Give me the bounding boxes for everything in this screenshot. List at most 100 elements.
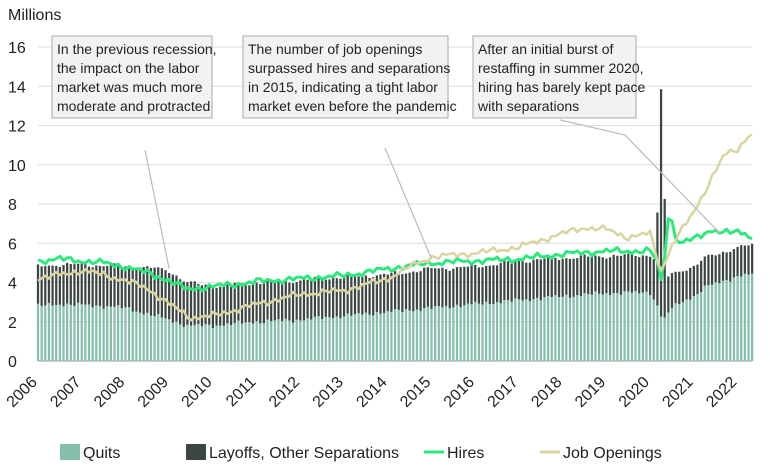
quits-bar — [605, 293, 608, 361]
layoffs-bar — [215, 288, 218, 326]
quits-bar — [539, 300, 542, 361]
layoffs-bar — [157, 267, 160, 315]
quits-bar — [149, 315, 153, 361]
quits-bar — [346, 313, 349, 361]
layoffs-bar — [270, 279, 273, 322]
layoffs-bar — [47, 265, 51, 303]
layoffs-bar — [485, 266, 488, 302]
layoffs-bar — [601, 257, 604, 295]
quits-bar — [153, 316, 156, 361]
quits-bar — [200, 326, 204, 361]
layoffs-bar — [506, 261, 510, 301]
quits-bar — [113, 306, 116, 361]
quits-bar — [419, 310, 422, 361]
quits-bar — [248, 322, 251, 361]
quits-bar — [124, 307, 127, 361]
quits-bar — [310, 319, 313, 361]
quits-bar — [412, 311, 415, 361]
quits-bar — [197, 324, 200, 361]
layoffs-bar — [448, 270, 451, 309]
layoffs-bar — [393, 271, 397, 310]
layoffs-bar — [313, 276, 317, 317]
quits-bar — [499, 303, 502, 361]
layoffs-bar — [616, 255, 619, 294]
quits-bar — [710, 284, 714, 361]
layoffs-bar — [517, 260, 521, 300]
annotation-line: restaffing in summer 2020, — [478, 60, 644, 76]
layoffs-bar — [590, 256, 593, 295]
layoffs-bar — [725, 252, 728, 281]
layoffs-bar — [576, 258, 579, 296]
quits-bar — [485, 301, 488, 361]
layoffs-bar — [532, 259, 535, 300]
layoffs-bar — [342, 275, 346, 317]
x-tick-label: 2007 — [47, 374, 84, 411]
layoffs-bar — [219, 286, 222, 326]
quits-bar — [178, 324, 182, 361]
quits-bar — [69, 304, 72, 361]
quits-bar — [251, 323, 255, 361]
quits-bar — [350, 315, 353, 361]
layoffs-bar — [124, 266, 127, 308]
annotation-line: surpassed hires and separations — [248, 60, 450, 76]
layoffs-bar — [171, 274, 174, 323]
y-tick-label: 14 — [8, 79, 26, 96]
legend-label: Hires — [447, 445, 484, 462]
quits-bar — [729, 281, 732, 361]
quits-bar — [700, 292, 703, 361]
layoffs-bar — [240, 283, 244, 324]
quits-bar — [481, 304, 484, 361]
quits-bar — [401, 312, 404, 361]
quits-bar — [255, 321, 258, 361]
layoffs-bar — [718, 254, 721, 284]
quits-bar — [226, 323, 229, 361]
quits-bar — [379, 313, 382, 361]
layoffs-bar — [244, 284, 247, 323]
quits-bar — [219, 325, 222, 361]
quits-bar — [91, 307, 94, 361]
quits-bar — [58, 304, 61, 361]
legend-label: Quits — [83, 445, 120, 462]
layoffs-bar — [106, 265, 109, 307]
layoffs-bar — [495, 265, 499, 303]
legend-label: Layoffs, Other Separations — [209, 445, 399, 462]
quits-bar — [546, 296, 550, 361]
quits-bar — [328, 317, 331, 361]
quits-bar — [619, 294, 623, 361]
layoffs-bar — [87, 266, 91, 305]
quits-bar — [335, 316, 338, 361]
line-series-layer — [37, 133, 753, 322]
layoffs-bar — [539, 259, 542, 301]
layoffs-bar — [732, 249, 736, 278]
layoffs-bar — [670, 273, 674, 309]
quits-bar — [84, 304, 87, 361]
quits-bar — [528, 301, 532, 361]
layoffs-bar — [368, 278, 371, 315]
layoffs-bar — [710, 254, 714, 285]
quits-bar — [645, 291, 648, 361]
quits-bar — [488, 303, 491, 361]
layoffs-bar — [339, 278, 342, 319]
layoffs-bar — [193, 281, 196, 326]
layoffs-bar — [332, 277, 335, 319]
quits-bar — [361, 314, 364, 361]
quits-bar — [594, 291, 597, 361]
layoffs-bar — [729, 251, 732, 282]
layoffs-bar — [707, 254, 710, 286]
quits-bar — [390, 311, 393, 361]
layoffs-bar — [55, 265, 58, 306]
quits-bar — [339, 318, 342, 361]
layoffs-bar — [543, 258, 546, 298]
quits-bar — [678, 304, 681, 361]
quits-bar — [444, 305, 448, 361]
layoffs-bar — [466, 266, 470, 304]
quits-bar — [634, 291, 637, 361]
quits-bar — [543, 297, 546, 361]
quits-bar — [208, 324, 211, 361]
quits-bar — [270, 321, 273, 361]
layoffs-bar — [634, 256, 637, 292]
quits-bar — [630, 292, 634, 361]
layoffs-bar — [463, 266, 466, 306]
layoffs-bar — [681, 271, 685, 303]
annotation-line: moderate and protracted — [57, 98, 210, 114]
